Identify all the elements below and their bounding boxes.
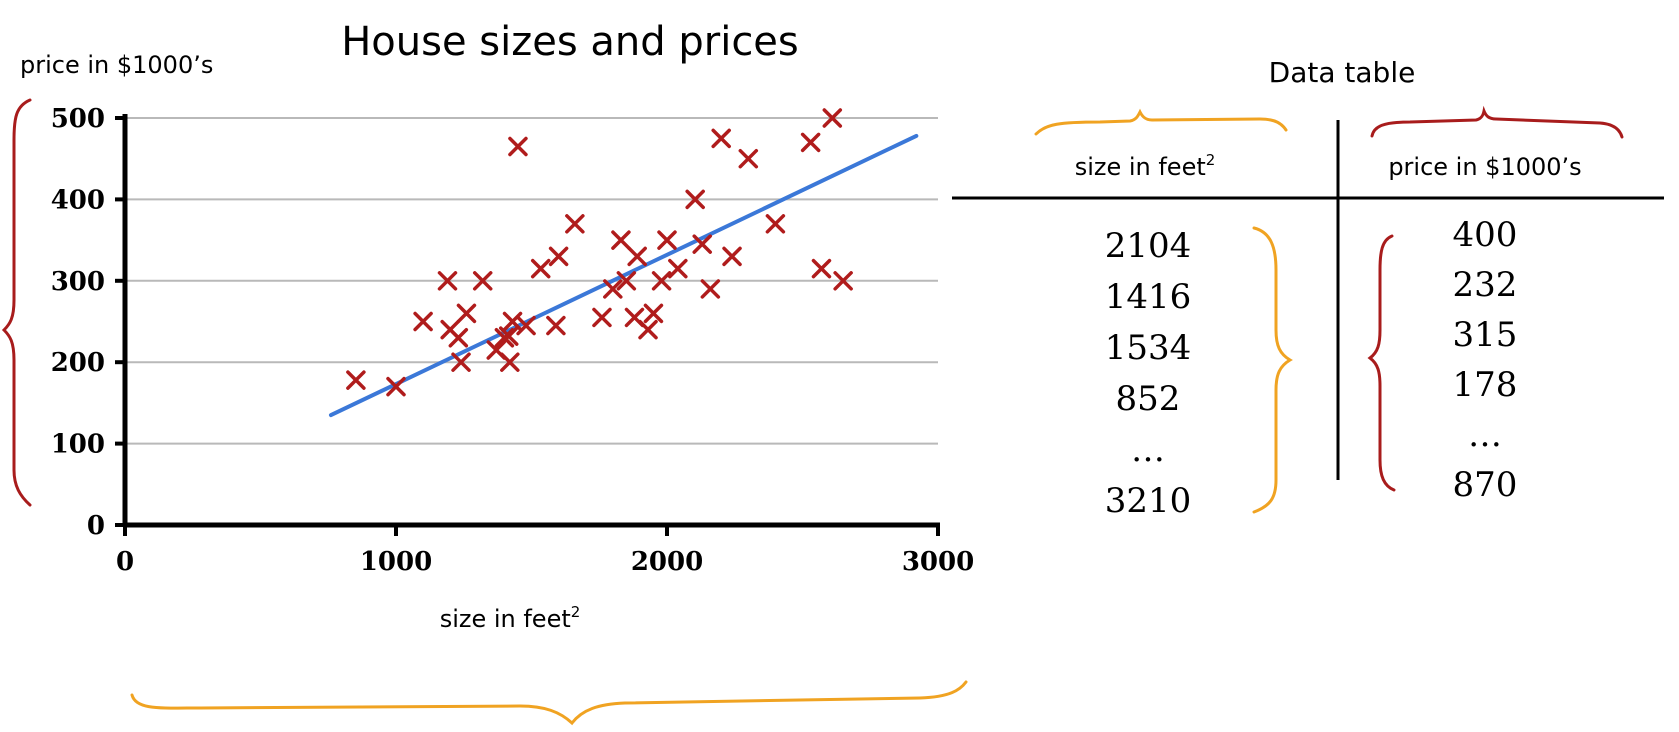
data-point-marker [516, 315, 536, 336]
data-point-marker [638, 319, 658, 340]
data-table: Data table size in feet2 price in $1000’… [952, 56, 1664, 521]
price-column-header: price in $1000’s [1388, 153, 1581, 181]
price-cell: 232 [1453, 265, 1518, 305]
data-point-marker [738, 148, 759, 169]
data-point-marker [765, 214, 786, 234]
price-column-brace-annotation [1370, 105, 1624, 139]
left-brace-annotation [1, 98, 32, 507]
data-point-marker [548, 246, 569, 267]
data-point-marker [451, 352, 471, 372]
y-tick-label: 400 [51, 185, 105, 215]
x-tick-label: 1000 [360, 547, 432, 577]
data-point-marker [530, 258, 551, 279]
axes [122, 114, 940, 528]
price-cell: 400 [1453, 215, 1518, 255]
data-point-marker [437, 271, 458, 291]
y-tick-label: 300 [51, 267, 105, 297]
data-point-marker [627, 246, 647, 267]
size-cell: 852 [1116, 379, 1181, 419]
price-cell: 315 [1453, 315, 1518, 355]
data-point-marker [616, 271, 637, 291]
price-cell: 870 [1453, 465, 1518, 505]
x-tick-label: 2000 [631, 547, 703, 577]
data-point-marker [546, 315, 566, 336]
x-axis-label-text: size in feet [440, 605, 571, 633]
data-point-marker [611, 230, 631, 250]
size-cell: 1534 [1105, 328, 1192, 368]
data-point-marker [494, 328, 515, 348]
data-point-marker [668, 258, 688, 279]
fit-line [328, 133, 919, 418]
data-point-marker [692, 234, 712, 254]
x-ticks: 0 1000 2000 3000 [116, 525, 974, 577]
data-point-marker [833, 271, 853, 291]
data-point-marker [800, 132, 821, 153]
price-cell: 178 [1453, 365, 1518, 405]
y-axis-label: price in $1000’s [20, 51, 213, 79]
data-point-marker [822, 108, 843, 128]
data-point-marker [651, 271, 672, 291]
price-cell: … [1468, 415, 1502, 455]
size-values-brace-annotation [1252, 226, 1293, 514]
data-point-marker [643, 303, 664, 324]
size-cell: 3210 [1105, 481, 1192, 521]
size-column-header-superscript: 2 [1206, 151, 1216, 169]
y-tick-label: 100 [51, 430, 105, 460]
x-tick-label: 3000 [902, 547, 974, 577]
x-tick-label: 0 [116, 547, 134, 577]
price-column-cells: 400 232 315 178 … 870 [1453, 215, 1518, 505]
data-point-marker [448, 328, 469, 348]
data-point-marker [472, 271, 493, 291]
data-point-marker [565, 214, 585, 234]
data-point-marker [592, 307, 612, 328]
size-cell: 1416 [1105, 277, 1192, 317]
data-point-marker [603, 279, 623, 299]
bottom-brace-annotation [130, 680, 968, 726]
x-axis-label-superscript: 2 [571, 603, 581, 621]
size-column-brace-annotation [1034, 108, 1288, 136]
data-point-marker [386, 376, 406, 397]
price-values-brace-annotation [1367, 234, 1396, 492]
data-point-marker [508, 136, 528, 157]
data-point-marker [346, 370, 366, 390]
data-points [346, 108, 853, 397]
data-point-marker [413, 311, 433, 332]
y-tick-label: 500 [51, 104, 105, 134]
chart-title: House sizes and prices [341, 19, 799, 65]
data-point-marker [500, 352, 520, 372]
size-column-header-text: size in feet [1075, 153, 1206, 181]
size-column-header: size in feet2 [1075, 151, 1216, 181]
data-point-marker [456, 303, 477, 324]
data-point-marker [685, 189, 705, 210]
data-point-marker [711, 128, 731, 149]
data-point-marker [700, 279, 721, 299]
size-cell: … [1131, 430, 1165, 470]
size-column-cells: 2104 1416 1534 852 … 3210 [1105, 226, 1192, 521]
data-table-title: Data table [1269, 56, 1416, 89]
data-point-marker [811, 258, 832, 279]
gridlines [125, 117, 938, 445]
data-point-marker [657, 230, 677, 250]
scatter-chart: 0 100 200 300 400 500 0 1000 2000 3000 [51, 104, 974, 577]
size-cell: 2104 [1105, 226, 1192, 266]
y-ticks: 0 100 200 300 400 500 [51, 104, 125, 541]
y-tick-label: 200 [51, 348, 105, 378]
x-axis-label: size in feet2 [440, 603, 581, 633]
data-point-marker [722, 246, 742, 267]
y-tick-label: 0 [87, 511, 105, 541]
